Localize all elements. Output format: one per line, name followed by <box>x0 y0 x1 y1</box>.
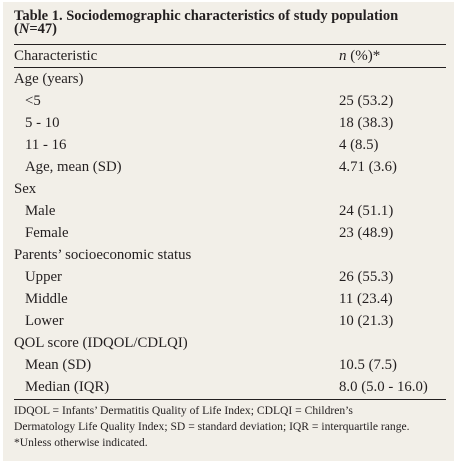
row-label: Lower <box>25 313 64 329</box>
row-value: 25 (53.2) <box>339 93 394 109</box>
row-value: 23 (48.9) <box>339 225 394 241</box>
row-value: 24 (51.1) <box>339 203 394 219</box>
table-row: Median (IQR) 8.0 (5.0 - 16.0) <box>14 376 446 398</box>
row-label: Female <box>25 225 69 241</box>
row-value: 11 (23.4) <box>339 291 393 307</box>
row-value: 10 (21.3) <box>339 313 394 329</box>
row-label: 11 - 16 <box>25 137 67 153</box>
row-label: QOL score (IDQOL/CDLQI) <box>14 335 188 351</box>
table-title-open: ( <box>14 21 19 37</box>
row-value: 4.71 (3.6) <box>339 159 397 175</box>
table-row: Age, mean (SD) 4.71 (3.6) <box>14 156 446 178</box>
table-row: Male 24 (51.1) <box>14 200 446 222</box>
row-value: 10.5 (7.5) <box>339 357 397 373</box>
table-bottom-rule <box>14 399 446 400</box>
table-panel: Table 1. Sociodemographic characteristic… <box>3 2 454 461</box>
row-label: Parents’ socioeconomic status <box>14 247 192 263</box>
row-label: 5 - 10 <box>25 115 60 131</box>
column-header-n: n <box>339 48 347 64</box>
table-row: 11 - 16 4 (8.5) <box>14 134 446 156</box>
table-footnote: IDQOL = Infants’ Dermatitis Quality of L… <box>14 403 446 451</box>
table-title-count: =47) <box>29 21 57 37</box>
row-label: Male <box>25 203 56 219</box>
row-label: <5 <box>25 93 41 109</box>
row-label: Mean (SD) <box>25 357 92 373</box>
table-row-section-ses: Parents’ socioeconomic status <box>14 244 446 266</box>
column-header-pct: (%)* <box>346 48 381 64</box>
table-row: 5 - 10 18 (38.3) <box>14 112 446 134</box>
table-row: Upper 26 (55.3) <box>14 266 446 288</box>
footnote-line-2: Dermatology Life Quality Index; SD = sta… <box>14 420 410 433</box>
table-row-section-age: Age (years) <box>14 68 446 90</box>
header-top-rule <box>14 44 446 45</box>
table-row: Female 23 (48.9) <box>14 222 446 244</box>
table-title-text: Table 1. Sociodemographic characteristic… <box>14 8 399 24</box>
row-label: Age (years) <box>14 71 84 87</box>
table-row: Lower 10 (21.3) <box>14 310 446 332</box>
column-header-n-percent: n (%)* <box>339 45 380 67</box>
table-row: Mean (SD) 10.5 (7.5) <box>14 354 446 376</box>
row-label: Age, mean (SD) <box>25 159 122 175</box>
footnote-line-1: IDQOL = Infants’ Dermatitis Quality of L… <box>14 404 353 417</box>
footnote-line-3: *Unless otherwise indicated. <box>14 436 148 449</box>
row-value: 8.0 (5.0 - 16.0) <box>339 379 428 395</box>
table-title: Table 1. Sociodemographic characteristic… <box>14 8 444 37</box>
table-title-n: N <box>18 21 30 37</box>
table-row: <5 25 (53.2) <box>14 90 446 112</box>
table-row-section-qol: QOL score (IDQOL/CDLQI) <box>14 332 446 354</box>
table-row: Middle 11 (23.4) <box>14 288 446 310</box>
row-label: Upper <box>25 269 62 285</box>
table-row-section-sex: Sex <box>14 178 446 200</box>
row-label: Middle <box>25 291 68 307</box>
header-bottom-rule <box>14 67 446 68</box>
row-value: 18 (38.3) <box>339 115 394 131</box>
row-value: 26 (55.3) <box>339 269 394 285</box>
column-header-characteristic: Characteristic <box>14 48 98 64</box>
row-label: Median (IQR) <box>25 379 110 395</box>
row-label: Sex <box>14 181 37 197</box>
row-value: 4 (8.5) <box>339 137 379 153</box>
